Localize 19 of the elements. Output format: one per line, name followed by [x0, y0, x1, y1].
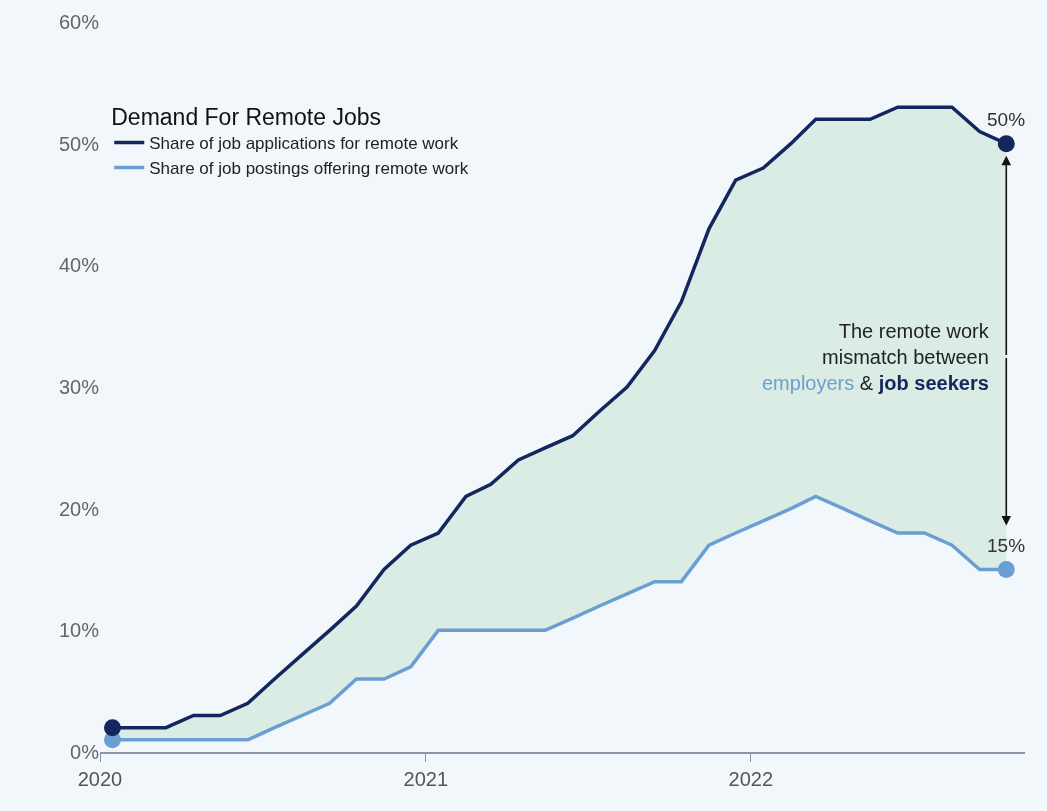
annotation: 50% — [987, 109, 1026, 130]
point — [103, 719, 121, 737]
y-tick-label: 10% — [58, 619, 100, 642]
annotation: The remote work mismatch between employers & job seekers — [762, 320, 990, 394]
x-tick-label: 2020 — [77, 767, 123, 790]
point — [997, 561, 1015, 578]
x-tick-label: 2021 — [403, 767, 449, 790]
y-tick-label: 40% — [58, 254, 100, 277]
y-tick-label: 20% — [58, 497, 100, 520]
y-tick-label: 30% — [58, 376, 100, 398]
y-tick-label: 0% — [70, 741, 100, 763]
x-tick-label: 2022 — [728, 767, 774, 790]
y-tick-label: 60% — [58, 11, 100, 33]
legend-label: Share of job applications for remote work — [149, 134, 459, 154]
y-tick-label: 50% — [58, 132, 100, 155]
legend-title: Demand For Remote Jobs — [111, 103, 381, 130]
point — [997, 135, 1015, 153]
legend-label: Share of job postings offering remote work — [149, 159, 469, 179]
annotation: 15% — [987, 535, 1026, 556]
